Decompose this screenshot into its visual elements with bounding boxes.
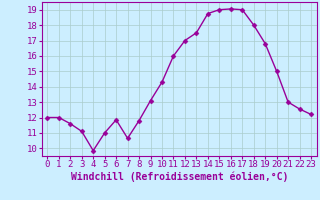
X-axis label: Windchill (Refroidissement éolien,°C): Windchill (Refroidissement éolien,°C) (70, 172, 288, 182)
